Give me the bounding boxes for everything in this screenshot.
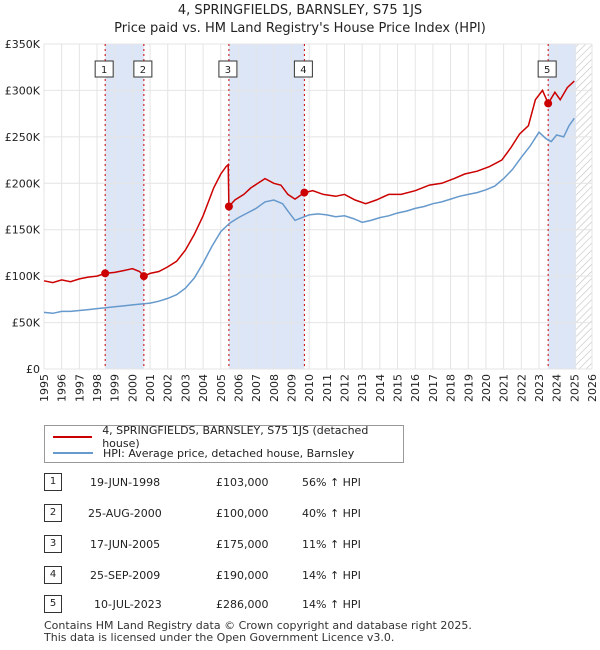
y-tick-label: £100K <box>5 270 41 283</box>
transaction-chart-badge <box>218 60 238 78</box>
price-legend-swatch <box>53 436 93 438</box>
transaction-hpi-change: 14% ↑ HPI <box>302 598 361 611</box>
footer-licence: This data is licensed under the Open Gov… <box>44 631 395 644</box>
transaction-point <box>300 188 309 197</box>
x-tick-label: 2005 <box>215 374 228 402</box>
future-hatch-region <box>576 44 592 369</box>
x-tick-label: 2008 <box>268 374 281 402</box>
transaction-number-badge: 4 <box>44 566 62 584</box>
x-tick-label: 1999 <box>109 374 122 402</box>
x-tick-label: 1996 <box>56 374 69 402</box>
x-tick-label: 2019 <box>462 374 475 402</box>
chart-title-address: 4, SPRINGFIELDS, BARNSLEY, S75 1JS <box>177 3 423 18</box>
transaction-chart-badge-label: 5 <box>544 65 550 76</box>
y-tick-label: £50K <box>12 317 41 330</box>
x-tick-label: 2023 <box>533 374 546 402</box>
transaction-hpi-change: 11% ↑ HPI <box>302 538 361 551</box>
transaction-date: 25-AUG-2000 <box>88 507 162 520</box>
transaction-price: £190,000 <box>216 569 269 582</box>
x-tick-label: 1997 <box>73 374 86 402</box>
x-tick-label: 2003 <box>179 374 192 402</box>
x-tick-label: 2014 <box>374 374 387 402</box>
legend-hpi-label: HPI: Average price, detached house, Barn… <box>103 446 355 460</box>
x-tick-label: 2001 <box>144 374 157 402</box>
x-tick-label: 2025 <box>568 374 581 402</box>
y-tick-label: £0 <box>26 363 40 376</box>
transaction-price: £100,000 <box>216 507 269 520</box>
x-tick-label: 2022 <box>515 374 528 402</box>
x-tick-label: 2026 <box>586 374 599 402</box>
x-tick-label: 2015 <box>392 374 405 402</box>
x-tick-label: 2020 <box>480 374 493 402</box>
x-tick-label: 2002 <box>162 374 175 402</box>
transaction-chart-badge-label: 4 <box>300 65 306 76</box>
price-chart: 1 2 3 4 5 1995 1996 1997 1998 1999 2000 2001 2002 20… <box>5 38 599 402</box>
transaction-chart-badge <box>293 60 313 78</box>
x-tick-label: 1998 <box>91 374 104 402</box>
transaction-price: £103,000 <box>216 476 269 489</box>
footer-copyright: Contains HM Land Registry data © Crown c… <box>44 619 472 632</box>
transaction-point <box>139 272 148 281</box>
transaction-hpi-change: 40% ↑ HPI <box>302 507 361 520</box>
transaction-chart-badge-label: 1 <box>101 65 107 76</box>
transaction-price: £175,000 <box>216 538 269 551</box>
ownership-period-shade <box>548 44 577 369</box>
x-tick-label: 2006 <box>232 374 245 402</box>
y-tick-label: £150K <box>5 224 41 237</box>
legend-price-label: 4, SPRINGFIELDS, BARNSLEY, S75 1JS (deta… <box>102 424 369 450</box>
y-tick-label: £250K <box>5 131 41 144</box>
transaction-date: 19-JUN-1998 <box>90 476 161 489</box>
x-tick-label: 2013 <box>356 374 369 402</box>
x-tick-label: 2009 <box>285 374 298 402</box>
transaction-chart-badge-label: 3 <box>225 65 231 76</box>
transaction-point <box>544 99 553 108</box>
attribution-footer: Contains HM Land Registry data © Crown c… <box>44 620 472 644</box>
transaction-chart-badge <box>94 60 114 78</box>
ownership-period-shade <box>105 44 144 369</box>
x-tick-label: 2000 <box>126 374 139 402</box>
y-tick-label: £200K <box>5 177 41 190</box>
transaction-date: 10-JUL-2023 <box>94 598 162 611</box>
x-tick-label: 2010 <box>303 374 316 402</box>
ownership-period-shade <box>228 44 305 369</box>
transaction-date: 25-SEP-2009 <box>90 569 161 582</box>
transaction-number-badge: 3 <box>44 535 62 553</box>
transaction-point <box>101 269 110 278</box>
x-tick-label: 2018 <box>445 374 458 402</box>
transaction-chart-badge-label: 2 <box>140 65 146 76</box>
x-tick-label: 2016 <box>409 374 422 402</box>
x-tick-label: 2017 <box>427 374 440 402</box>
x-tick-label: 2004 <box>197 374 210 402</box>
transaction-number-badge: 5 <box>44 595 62 613</box>
y-tick-label: £300K <box>5 84 41 97</box>
transaction-chart-badge <box>537 60 557 78</box>
x-tick-label: 2012 <box>339 374 352 402</box>
x-tick-label: 2007 <box>250 374 263 402</box>
transaction-hpi-change: 56% ↑ HPI <box>302 476 361 489</box>
x-tick-label: 2011 <box>321 374 334 402</box>
transaction-date: 17-JUN-2005 <box>90 538 161 551</box>
hpi-legend-swatch <box>53 452 93 454</box>
x-tick-label: 1995 <box>38 374 51 402</box>
transaction-number-badge: 1 <box>44 473 62 491</box>
hpi-series-line <box>43 117 575 315</box>
chart-subtitle: Price paid vs. HM Land Registry's House … <box>114 21 486 36</box>
transaction-point <box>224 202 233 211</box>
x-tick-label: 2021 <box>498 374 511 402</box>
y-tick-label: £350K <box>5 38 41 51</box>
x-tick-label: 2024 <box>551 374 564 402</box>
price-series-line <box>43 80 575 284</box>
transaction-hpi-change: 14% ↑ HPI <box>302 569 361 582</box>
transaction-chart-badge <box>133 60 153 78</box>
transaction-price: £286,000 <box>216 598 269 611</box>
transaction-number-badge: 2 <box>44 504 62 522</box>
chart-legend: 4, SPRINGFIELDS, BARNSLEY, S75 1JS (deta… <box>44 424 404 463</box>
